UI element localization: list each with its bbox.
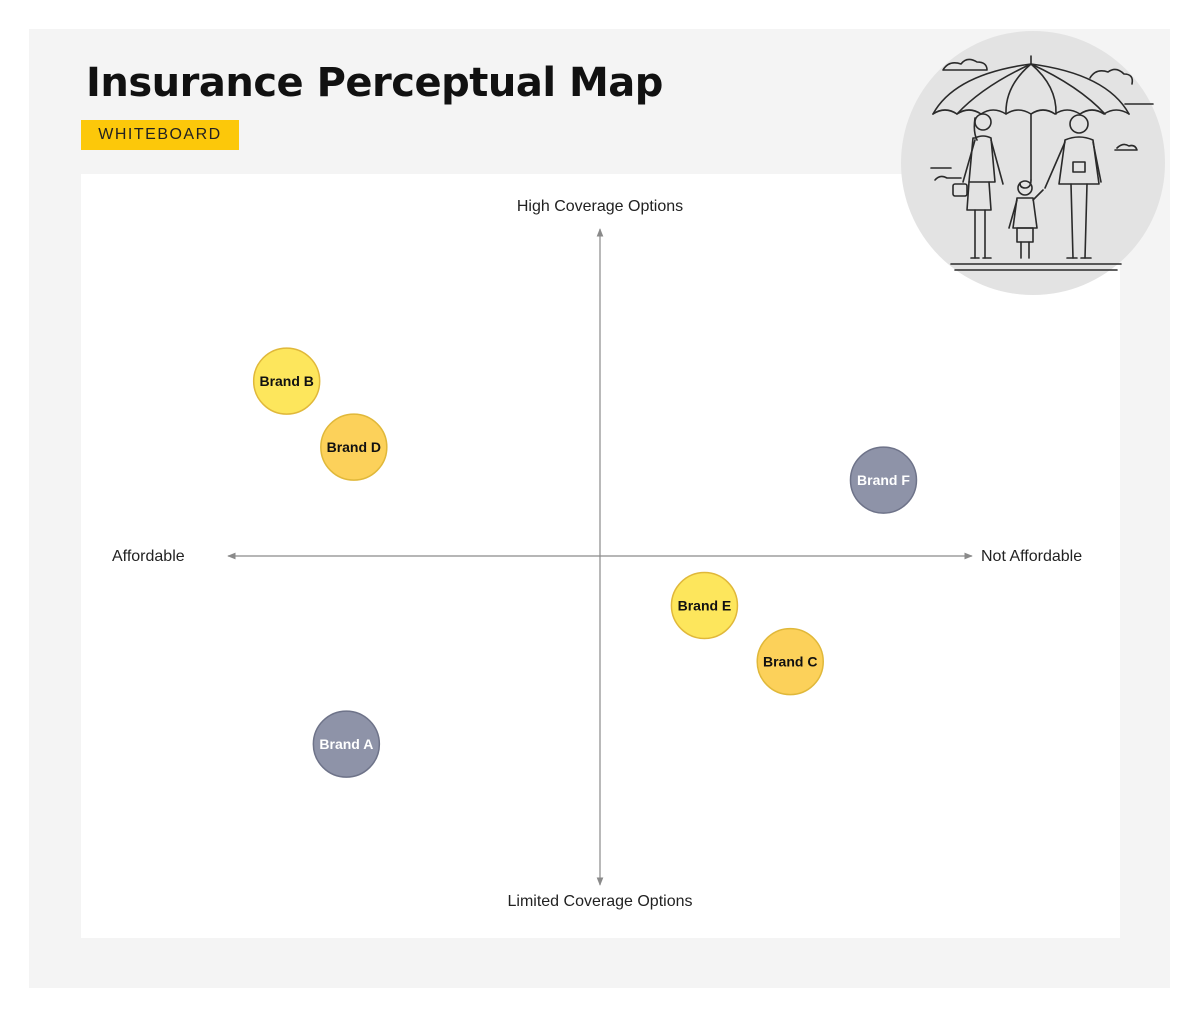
brand-circle [320,413,388,481]
axis-label-bottom: Limited Coverage Options [508,893,693,910]
brand-circle [756,627,824,696]
brand-label: Brand E [678,598,732,614]
axis-label-top: High Coverage Options [517,198,683,215]
brand-label: Brand A [319,736,373,752]
whiteboard-tag: WHITEBOARD [81,120,239,150]
brand-marker-brand-e: Brand E [670,571,739,640]
brand-label: Brand B [259,373,313,389]
axis-label-right: Not Affordable [981,548,1082,565]
brand-label: Brand F [857,472,910,488]
brand-circle [670,571,739,640]
brand-marker-brand-a: Brand A [312,710,381,778]
brand-circle [252,347,321,415]
brand-marker-brand-c: Brand C [756,627,824,696]
brand-circle [849,446,918,514]
perceptual-map-chart: High Coverage Options Limited Coverage Op… [112,198,1082,910]
brand-marker-brand-b: Brand B [252,347,321,415]
family-under-umbrella-icon [901,31,1165,295]
brand-label: Brand C [763,654,817,670]
brand-circle [312,710,381,778]
chart-panel: High Coverage Options Limited Coverage Op… [81,174,1120,938]
brand-marker-brand-d: Brand D [320,413,388,481]
brand-marker-brand-f: Brand F [849,446,918,514]
page-title: Insurance Perceptual Map [86,60,663,106]
brand-label: Brand D [327,439,381,455]
axis-label-left: Affordable [112,548,185,565]
